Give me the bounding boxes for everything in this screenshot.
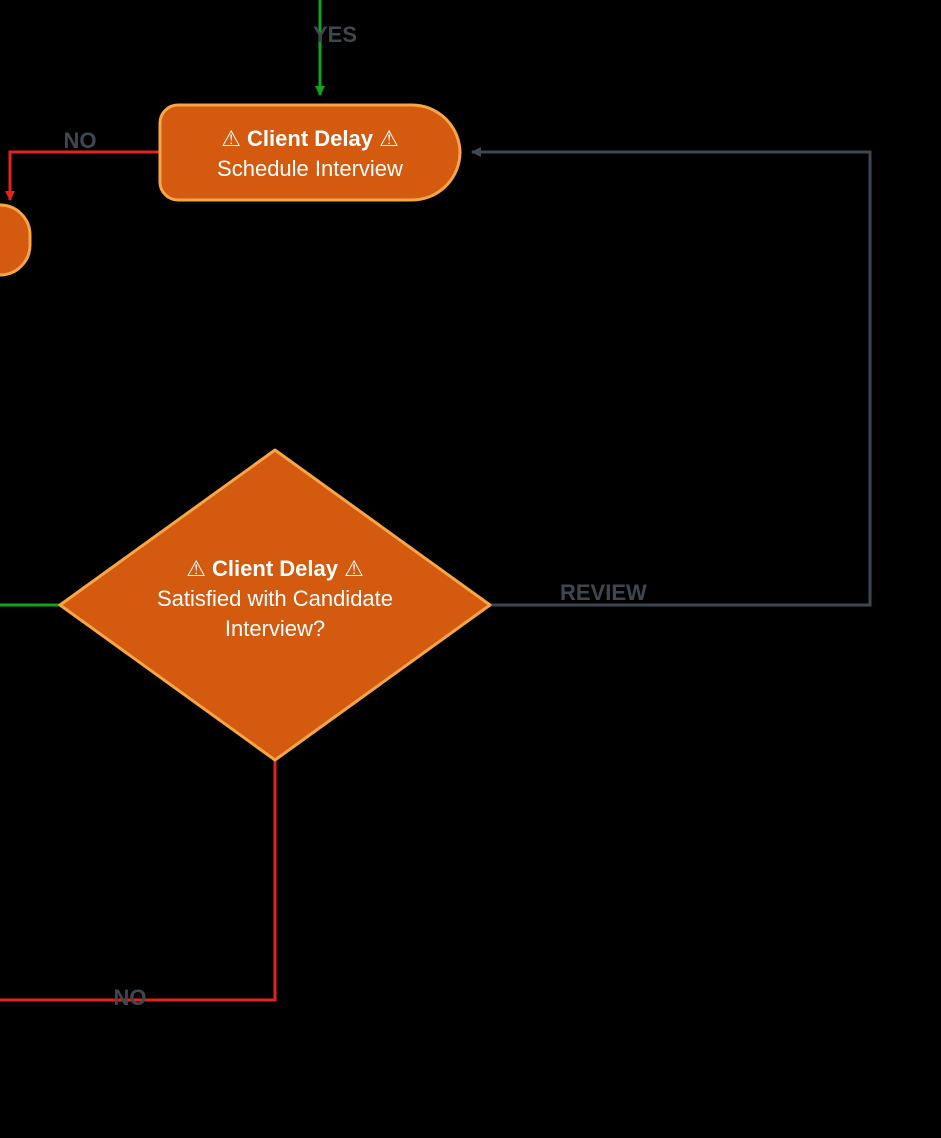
flowchart-canvas: YES NO REVIEW NO ⚠ Client Delay ⚠ Schedu… (0, 0, 941, 1138)
warning-icon: ⚠ (338, 556, 364, 581)
edge-no-down: NO (0, 760, 275, 1010)
node-partial-left (0, 205, 30, 275)
node-schedule-title: ⚠ Client Delay ⚠ (221, 126, 399, 151)
node-decision-body1: Satisfied with Candidate (157, 586, 393, 611)
node-schedule-body: Schedule Interview (217, 156, 403, 181)
node-satisfied-decision: ⚠ Client Delay ⚠ Satisfied with Candidat… (60, 450, 490, 760)
edge-label-no-down: NO (114, 985, 147, 1010)
node-decision-body2: Interview? (225, 616, 325, 641)
node-decision-title: ⚠ Client Delay ⚠ (186, 556, 364, 581)
edge-review-right: REVIEW (472, 152, 870, 605)
edge-label-yes-top: YES (313, 22, 357, 47)
node-schedule-title-text: Client Delay (247, 126, 374, 151)
edge-no-left: NO (10, 128, 160, 200)
edge-label-review: REVIEW (560, 580, 647, 605)
node-schedule-interview: ⚠ Client Delay ⚠ Schedule Interview (160, 105, 460, 200)
warning-icon: ⚠ (373, 126, 399, 151)
node-decision-title-text: Client Delay (212, 556, 339, 581)
edge-label-no-left: NO (64, 128, 97, 153)
warning-icon: ⚠ (221, 126, 247, 151)
edge-yes-top: YES (313, 0, 357, 95)
warning-icon: ⚠ (186, 556, 212, 581)
